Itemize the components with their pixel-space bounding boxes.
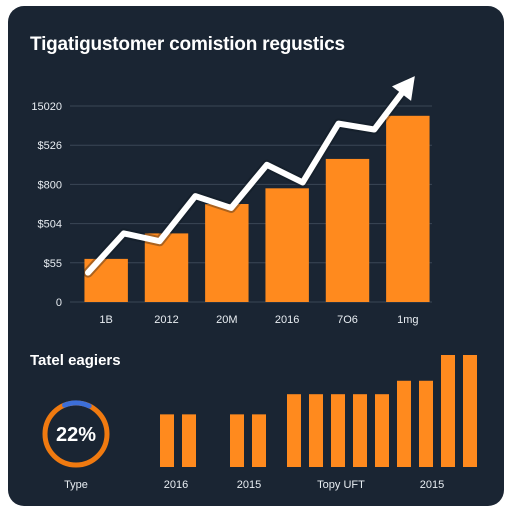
x-tick-label: 7O6: [337, 314, 358, 326]
donut-accent-arc: [62, 400, 92, 409]
bar-2012: [144, 233, 189, 302]
bottom-bar: [441, 355, 455, 467]
bottom-bar: [463, 355, 477, 467]
bottom-bar: [353, 394, 367, 467]
y-tick-label: 15020: [31, 101, 62, 113]
bottom-bar: [419, 380, 433, 467]
bottom-bar: [230, 414, 244, 467]
x-axis-ticks: 1B 2012 20M 2016 7O6 1mg: [99, 314, 418, 326]
trend-line-group: [83, 76, 415, 278]
x-tick-label: 1mg: [397, 314, 418, 326]
x-tick-label: 20M: [216, 314, 237, 326]
y-tick-label: $5​5: [44, 258, 62, 270]
bottom-bar: [182, 414, 196, 467]
bottom-bar: [309, 394, 323, 467]
chart-title: Tigatigustomer comistion regustics: [30, 34, 345, 55]
bottom-x-label: 2015: [237, 479, 261, 491]
bottom-x-label: Topy UFT: [317, 479, 365, 491]
bottom-bar: [160, 414, 174, 467]
bottom-bar: [375, 394, 389, 467]
bar-1mg: [386, 115, 430, 302]
y-tick-label: $800: [38, 179, 62, 191]
x-tick-label: 2012: [154, 314, 178, 326]
bottom-bar: [331, 394, 345, 467]
y-tick-label: $504: [38, 219, 62, 231]
y-axis-ticks: 0 $5​5 $504 $800 $526 15020: [31, 101, 62, 309]
donut-chart: 22% Type: [42, 400, 110, 491]
y-tick-label: $526: [38, 140, 62, 152]
bar-7O6: [325, 158, 370, 302]
bottom-bar: [287, 394, 301, 467]
bottom-bar: [397, 380, 411, 467]
bottom-section-title: Tatel eagiers: [30, 352, 121, 369]
bar-20M: [205, 204, 249, 302]
trend-line: [85, 79, 413, 276]
donut-value: 22%: [56, 424, 96, 446]
x-tick-label: 2016: [275, 314, 299, 326]
x-tick-label: 1B: [99, 314, 112, 326]
main-bars: [84, 115, 430, 302]
donut-caption: Type: [64, 479, 88, 491]
bottom-bars: [160, 355, 477, 467]
y-tick-label: 0: [56, 297, 62, 309]
bar-2016: [265, 188, 309, 302]
bottom-bar: [252, 414, 266, 467]
bottom-x-label: 2016: [164, 479, 188, 491]
arrow-head-icon: [391, 76, 415, 101]
bottom-bar-labels: 2016 2015 Topy UFT 2015: [164, 479, 444, 491]
bottom-x-label: 2015: [420, 479, 444, 491]
